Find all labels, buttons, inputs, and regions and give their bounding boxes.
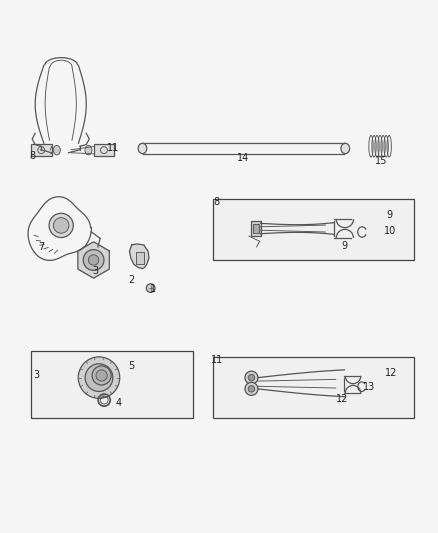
Text: 4: 4 [116,398,122,408]
Bar [136,252,144,264]
Bar [253,224,259,232]
Circle shape [96,370,107,381]
Text: 5: 5 [128,361,135,371]
Circle shape [92,366,111,385]
Ellipse shape [341,143,350,154]
Text: 6: 6 [97,377,103,387]
Text: 11: 11 [107,143,119,154]
Text: 9: 9 [387,211,393,221]
Ellipse shape [53,146,60,155]
Circle shape [245,371,258,384]
Circle shape [248,386,254,392]
Ellipse shape [85,146,92,155]
Text: 1: 1 [150,284,156,294]
Circle shape [49,213,73,238]
Circle shape [248,374,254,381]
Text: 9: 9 [341,241,347,251]
Circle shape [83,249,104,270]
Text: 13: 13 [364,382,376,392]
Circle shape [146,284,155,293]
Text: 7: 7 [38,242,44,252]
Bar [251,221,261,236]
Text: 15: 15 [375,156,387,166]
Polygon shape [130,244,149,269]
Circle shape [85,364,113,391]
Text: 12: 12 [385,368,397,378]
Bar [212,357,413,418]
Text: 3: 3 [93,266,99,276]
Ellipse shape [138,143,147,154]
Text: 3: 3 [33,370,39,381]
Text: 12: 12 [336,394,349,404]
Bar [31,144,52,156]
Text: 2: 2 [128,276,135,285]
Bar [94,144,114,156]
Text: 8: 8 [29,151,35,161]
Circle shape [53,217,69,233]
Polygon shape [78,242,110,278]
Bar [212,199,413,260]
Circle shape [88,255,99,265]
Bar [31,351,193,418]
Text: 14: 14 [237,154,249,164]
Circle shape [78,357,120,398]
Text: 8: 8 [214,198,220,207]
Text: 10: 10 [384,226,396,236]
Text: 11: 11 [211,356,223,365]
Circle shape [245,382,258,395]
